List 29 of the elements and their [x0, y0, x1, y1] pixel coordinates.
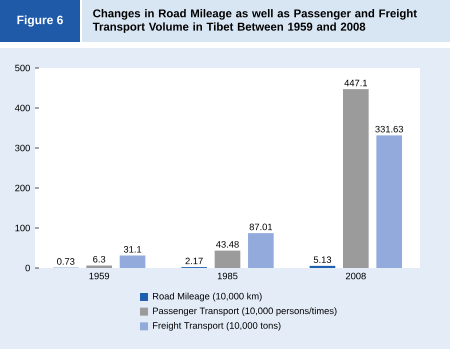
data-label: 87.01 [250, 224, 272, 230]
y-tick-label: 100 [15, 224, 30, 232]
bar [342, 89, 369, 268]
y-tick-label: 0 [25, 264, 30, 272]
bar [376, 135, 402, 268]
bar [86, 265, 112, 268]
x-tick-label: 1985 [218, 272, 238, 280]
data-label: 6.3 [93, 256, 106, 263]
y-tick-label: 300 [15, 144, 30, 152]
caption: Figure 6 [17, 15, 63, 27]
data-label: 331.63 [375, 126, 404, 132]
data-label: 447.1 [344, 80, 368, 86]
x-tick-label: 2008 [346, 272, 366, 280]
data-label: 0.73 [57, 258, 74, 265]
bar [120, 256, 146, 268]
chart-title: Changes in Road Mileage as well as Passenger and Freight Transport Volume in Tibet Between 1959 and 2008 [92, 9, 417, 33]
legend-label: Freight Transport (10,000 tons) [153, 322, 280, 331]
legend-label: Passenger Transport (10,000 persons/times) [153, 307, 337, 316]
data-label: 43.48 [216, 241, 239, 248]
y-tick-label: 500 [15, 64, 30, 72]
y-tick-label: 400 [14, 104, 30, 112]
data-label: 2.17 [186, 258, 203, 264]
legend-label: Road Mileage (10,000 km) [153, 292, 262, 302]
data-label: 5.13 [314, 256, 332, 263]
bar [248, 233, 274, 268]
x-tick-label: 1959 [90, 272, 110, 280]
bar [214, 250, 240, 268]
y-tick-label: 200 [15, 184, 30, 192]
data-label: 31.1 [124, 246, 142, 253]
